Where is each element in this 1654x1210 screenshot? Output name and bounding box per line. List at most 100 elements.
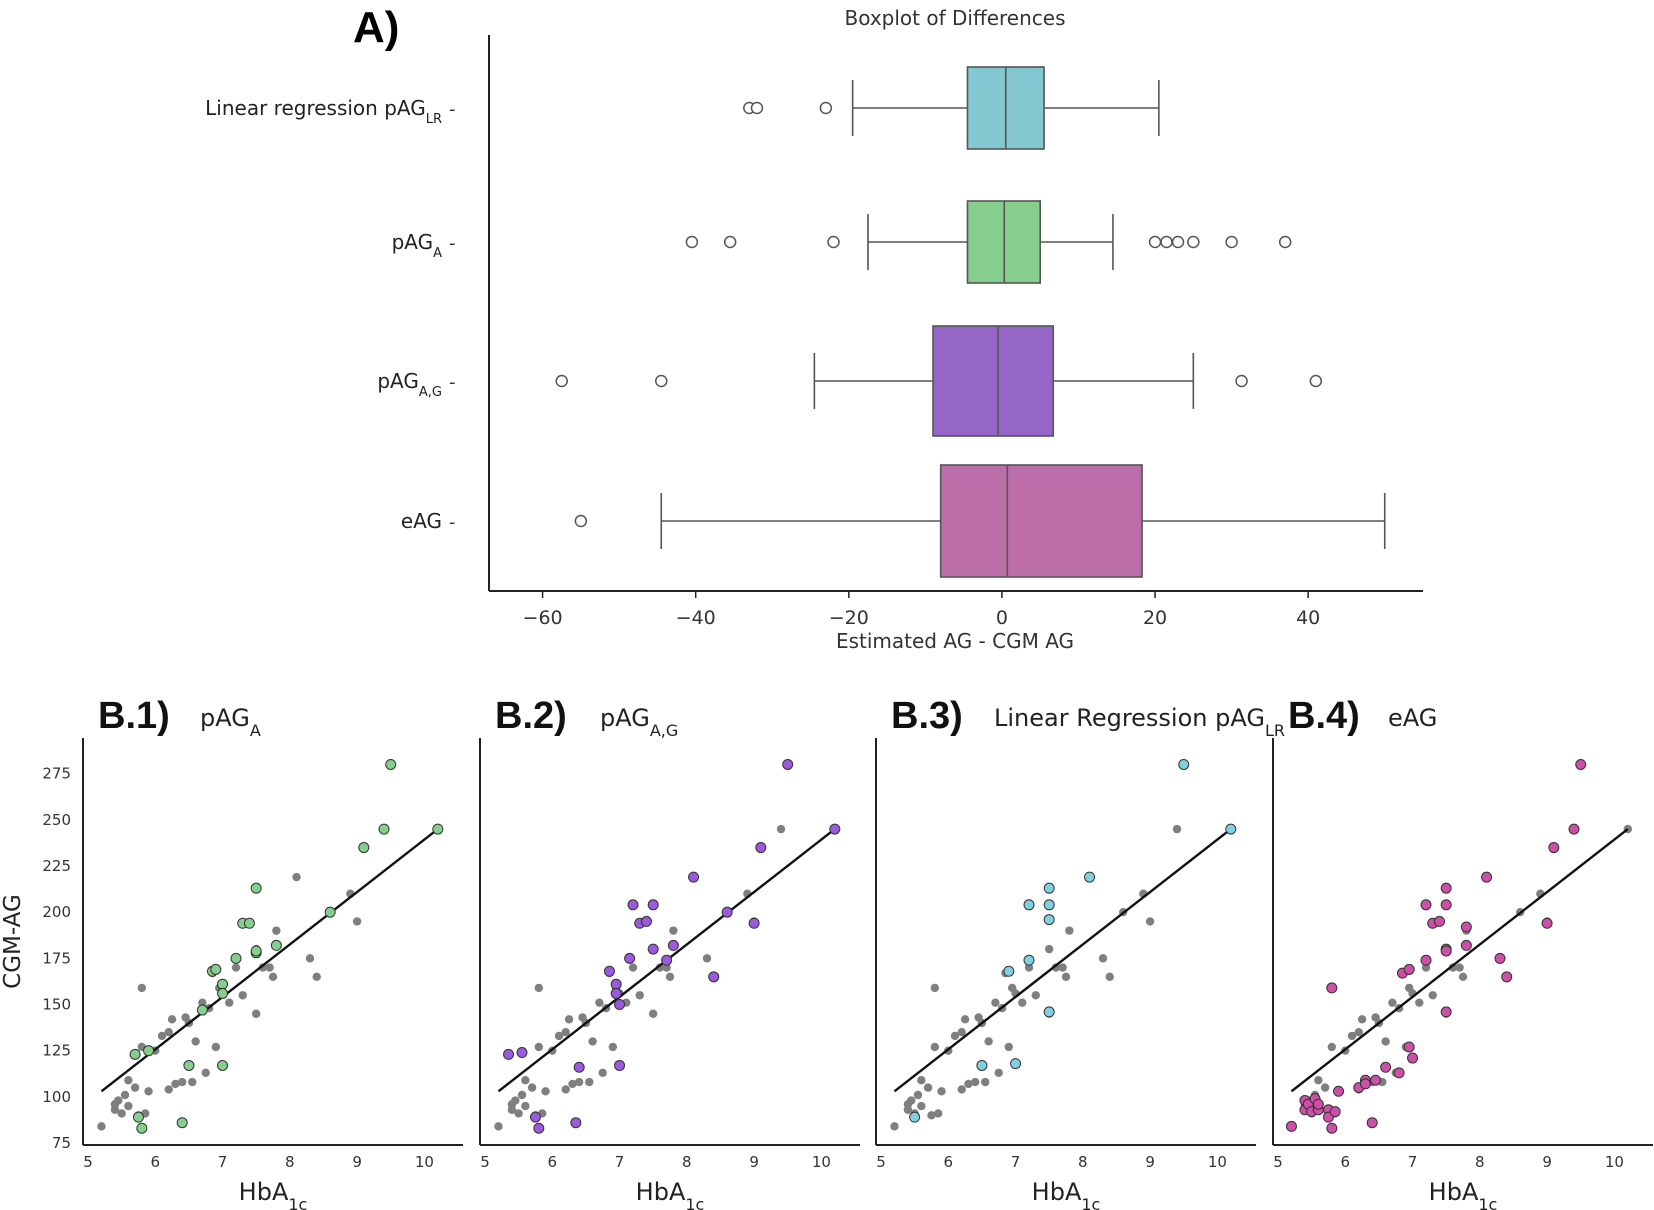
highlight-data-point	[610, 987, 622, 999]
gray-data-point	[991, 998, 1000, 1007]
highlight-data-point	[1433, 915, 1445, 927]
highlight-data-point	[1225, 823, 1237, 835]
gray-data-point	[994, 1068, 1003, 1078]
gray-data-point	[1320, 1083, 1330, 1092]
highlight-data-point	[1312, 1098, 1324, 1110]
gray-data-point	[534, 983, 544, 993]
scatter-x-tick-label: 6	[1340, 1153, 1350, 1171]
gray-data-point	[1415, 998, 1424, 1007]
gray-data-point	[1314, 1076, 1323, 1085]
gray-data-point	[1455, 963, 1464, 972]
gray-data-point	[598, 1068, 607, 1078]
highlight-data-point	[183, 1059, 195, 1071]
gray-data-point	[907, 1096, 916, 1105]
gray-data-point	[564, 1015, 574, 1024]
outlier-point	[1225, 235, 1238, 249]
gray-data-point	[1421, 963, 1431, 972]
gray-data-point	[648, 1009, 658, 1018]
scatter-panel-title: Linear Regression pAGLR	[994, 704, 1285, 740]
box-row-label: pAGA	[392, 230, 443, 261]
scatter-x-tick-label: 5	[480, 1153, 490, 1171]
scatter-x-tick-label: 8	[1078, 1153, 1088, 1171]
scatter-panel-title: pAGA,G	[600, 704, 678, 740]
gray-data-point	[665, 972, 675, 982]
highlight-data-point	[533, 1122, 545, 1134]
scatter-panel-3: B.3) Linear Regression pAGLR 5 6 7 8 9 10 HbA1c	[875, 695, 1285, 1210]
gray-data-point	[258, 963, 268, 972]
highlight-data-point	[1460, 939, 1472, 951]
gray-data-point	[117, 1109, 126, 1118]
highlight-data-point	[1494, 952, 1506, 964]
gray-data-point	[669, 926, 678, 935]
boxplot-x-tick-label: 20	[1143, 607, 1167, 629]
gray-data-point	[164, 1028, 173, 1037]
scatter-panel-title-sub: A,G	[650, 721, 678, 740]
gray-data-point	[305, 954, 315, 963]
highlight-data-point	[129, 1048, 141, 1060]
gray-data-point	[211, 1042, 221, 1052]
highlight-data-point	[1285, 1120, 1297, 1132]
gray-data-point	[1105, 972, 1114, 982]
gray-data-point	[541, 1087, 550, 1096]
gray-data-point	[635, 991, 644, 1000]
highlight-data-point	[1420, 899, 1432, 911]
boxplot-x-tick-label: 40	[1296, 607, 1320, 629]
gray-data-point	[957, 1028, 966, 1037]
box-row-label-main: pAG	[377, 369, 419, 393]
box-row-label-main: Linear regression pAG	[205, 96, 426, 120]
highlight-data-point	[1440, 882, 1452, 894]
gray-data-point	[1458, 972, 1468, 982]
gray-data-point	[1018, 998, 1027, 1007]
gray-data-point	[1065, 926, 1074, 935]
gray-data-point	[595, 998, 604, 1007]
gray-data-point	[1357, 1015, 1367, 1024]
scatter-xlabel: HbA1c	[1032, 1178, 1101, 1210]
highlight-data-point	[1548, 842, 1560, 854]
highlight-data-point	[1043, 899, 1055, 911]
gray-data-point	[521, 1101, 530, 1111]
highlight-data-point	[503, 1048, 515, 1060]
gray-data-point	[198, 998, 207, 1007]
gray-data-point	[662, 963, 671, 972]
gray-data-point	[1051, 963, 1061, 972]
highlight-data-point	[1403, 1041, 1415, 1053]
highlight-data-point	[1010, 1058, 1022, 1070]
gray-data-point	[265, 963, 274, 972]
gray-data-point	[554, 1031, 564, 1041]
highlight-data-point	[1043, 914, 1055, 926]
box-row-tick: -	[449, 233, 456, 254]
outlier-point	[555, 374, 568, 388]
gray-data-point	[225, 998, 234, 1007]
boxplot-x-tick-label: −40	[676, 607, 716, 629]
gray-data-point	[1098, 954, 1108, 963]
highlight-data-point	[1420, 954, 1432, 966]
gray-data-point	[702, 954, 712, 963]
gray-data-point	[177, 1077, 187, 1087]
highlight-data-point	[324, 906, 336, 918]
gray-data-point	[608, 1042, 618, 1052]
gray-data-point	[272, 926, 281, 935]
gray-data-point	[930, 1042, 940, 1052]
highlight-data-point	[529, 1111, 541, 1123]
gray-data-point	[1448, 963, 1458, 972]
scatter-panel-label: B.3)	[891, 695, 963, 737]
highlight-data-point	[570, 1117, 582, 1129]
box-row-tick: -	[449, 512, 456, 533]
box-row-label-sub: A,G	[419, 385, 442, 400]
highlight-data-point	[782, 758, 794, 770]
scatter-panel-label: B.4)	[1288, 695, 1360, 737]
gray-data-point	[1347, 1031, 1357, 1041]
highlight-data-point	[624, 952, 636, 964]
gray-data-point	[1145, 917, 1155, 926]
highlight-data-point	[196, 1004, 208, 1016]
gray-data-point	[930, 983, 940, 993]
gray-data-point	[561, 1028, 570, 1037]
regression-line	[1290, 828, 1629, 1093]
scatter-x-tick-label: 7	[1011, 1153, 1021, 1171]
gray-data-point	[984, 1037, 993, 1046]
boxplot-x-tick-label: 0	[996, 607, 1008, 629]
scatter-y-tick-label: 175	[42, 949, 71, 967]
gray-data-point	[964, 1079, 973, 1089]
scatter-y-tick-label: 250	[42, 811, 71, 829]
